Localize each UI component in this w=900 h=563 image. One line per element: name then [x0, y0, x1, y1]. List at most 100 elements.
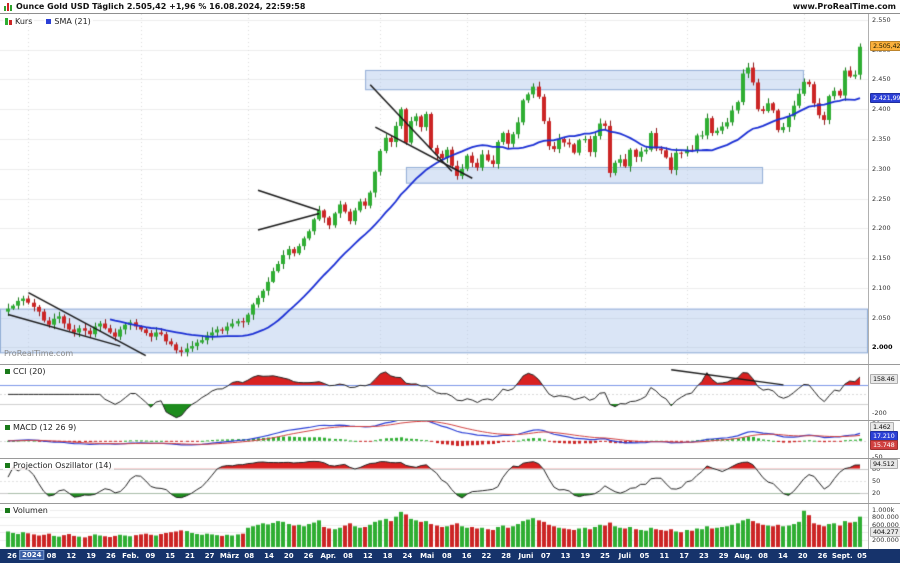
prorealtime-link[interactable]: www.ProRealTime.com [792, 2, 896, 11]
axis-tick: 2.350 [872, 135, 891, 143]
projection-canvas[interactable] [0, 459, 868, 503]
macd-label-text: MACD (12 26 9) [13, 423, 77, 432]
time-axis-label: 08 [244, 552, 255, 560]
value-badge: 158.46 [870, 374, 898, 384]
projection-panel: Projection Oszillator (14) 80 50 20 94.512 [0, 459, 900, 503]
time-axis-label: 25 [600, 552, 610, 560]
projection-label[interactable]: Projection Oszillator (14) [3, 461, 114, 470]
instrument-chart-icon [4, 2, 12, 11]
value-badge: 2.505,42 [870, 41, 900, 51]
cci-canvas[interactable] [0, 365, 868, 420]
panel-separator[interactable] [0, 364, 900, 365]
time-axis-label: 19 [86, 552, 96, 560]
time-axis-label: Aug. [734, 552, 753, 560]
axis-tick: 200.000 [872, 536, 899, 544]
macd-label[interactable]: MACD (12 26 9) [3, 423, 79, 432]
axis-tick: 2.250 [872, 195, 891, 203]
time-axis-label: 2024 [19, 550, 45, 560]
panel-separator[interactable] [0, 503, 900, 504]
legend-sma[interactable]: SMA (21) [44, 17, 93, 26]
time-axis-label: Juni [518, 552, 534, 560]
macd-canvas[interactable] [0, 421, 868, 458]
chart-header: Ounce Gold USD Täglich 2.505,42 +1,96 % … [0, 0, 900, 14]
axis-tick: 2.200 [872, 224, 891, 232]
indicator-icon [5, 463, 10, 468]
time-axis-label: 29 [718, 552, 729, 560]
axis-tick: 2.100 [872, 284, 891, 292]
axis-tick: 800.000 [872, 513, 899, 521]
axis-tick: 80 [872, 465, 881, 473]
candles-icon [5, 18, 12, 25]
time-axis-label: 23 [698, 552, 709, 560]
time-axis-label: 21 [185, 552, 195, 560]
time-axis-label: 18 [382, 552, 393, 560]
time-axis-label: 09 [145, 552, 156, 560]
volume-axis[interactable]: 1.000k 800.000 600.000 200.000 404.277 [868, 504, 900, 549]
time-axis-label: 16 [461, 552, 472, 560]
axis-tick: 2.400 [872, 105, 891, 113]
last-price: 2.505,42 [126, 2, 167, 11]
time-axis-label: 13 [560, 552, 571, 560]
price-legend: Kurs SMA (21) [3, 17, 93, 26]
panel-separator[interactable] [0, 420, 900, 421]
time-axis-label: 07 [540, 552, 551, 560]
volume-label-text: Volumen [13, 506, 48, 515]
time-axis-label: 28 [501, 552, 512, 560]
volume-canvas[interactable] [0, 504, 868, 549]
axis-tick: 600.000 [872, 521, 899, 529]
volume-label[interactable]: Volumen [3, 506, 50, 515]
legend-kurs[interactable]: Kurs [3, 17, 35, 26]
quote-timestamp: 16.08.2024, 22:59:58 [209, 2, 306, 11]
time-axis-label: 20 [797, 552, 808, 560]
time-axis-label: 14 [778, 552, 788, 560]
time-axis-label: Juli [618, 552, 631, 560]
time-axis-label: 26 [7, 552, 17, 560]
price-axis[interactable]: 2.5502.5002.4502.4002.3502.3002.2502.200… [868, 14, 900, 364]
time-axis-label: 17 [679, 552, 689, 560]
time-axis-label: 19 [580, 552, 591, 560]
axis-tick: 20 [872, 489, 881, 497]
axis-tick: 2.300 [872, 165, 891, 173]
cci-panel: CCI (20) -200 158.46 [0, 365, 900, 420]
time-axis-label: 20 [283, 552, 294, 560]
axis-tick: 50 [872, 477, 881, 485]
instrument-title: Ounce Gold USD Täglich 2.505,42 +1,96 % … [16, 2, 306, 11]
panel-separator[interactable] [0, 458, 900, 459]
axis-tick: 2.550 [872, 16, 891, 24]
time-axis[interactable]: 26 2024 08 12 19 26 Feb. 09 15 21 27 März 08 14 20 26 Ap… [0, 549, 900, 563]
indicator-icon [5, 425, 10, 430]
price-panel: Kurs SMA (21) ProRealTime.com 2.5502.500… [0, 14, 900, 364]
time-axis-label: 11 [659, 552, 670, 560]
time-axis-label: Feb. [122, 552, 140, 560]
price-chart-canvas[interactable] [0, 14, 868, 364]
legend-kurs-label: Kurs [15, 17, 33, 26]
cci-label[interactable]: CCI (20) [3, 367, 48, 376]
time-axis-label: 05 [857, 552, 867, 560]
value-badge: 15.748 [870, 440, 898, 450]
time-axis-label: 12 [66, 552, 77, 560]
axis-tick: -50 [872, 453, 883, 458]
value-badge: 2.421,99 [870, 93, 900, 103]
time-axis-label: 05 [639, 552, 650, 560]
time-axis-label: 15 [165, 552, 175, 560]
time-axis-label: 08 [442, 552, 452, 560]
time-axis-label: 22 [481, 552, 492, 560]
value-badge: 94.512 [870, 459, 898, 469]
axis-tick: 2.150 [872, 254, 891, 262]
axis-tick: 2.450 [872, 75, 891, 83]
time-axis-label: 14 [264, 552, 274, 560]
axis-tick: -200 [872, 409, 887, 417]
volume-panel: Volumen 1.000k 800.000 600.000 200.000 404.2… [0, 504, 900, 549]
time-axis-label: 08 [758, 552, 769, 560]
time-axis-label: 08 [46, 552, 57, 560]
projection-label-text: Projection Oszillator (14) [13, 461, 112, 470]
change-percent: +1,96 % [169, 2, 207, 11]
cci-axis[interactable]: -200 158.46 [868, 365, 900, 420]
time-axis-label: 24 [402, 552, 413, 560]
time-axis-label: 26 [105, 552, 116, 560]
projection-axis[interactable]: 80 50 20 94.512 [868, 459, 900, 503]
value-badge: 404.277 [870, 527, 900, 537]
